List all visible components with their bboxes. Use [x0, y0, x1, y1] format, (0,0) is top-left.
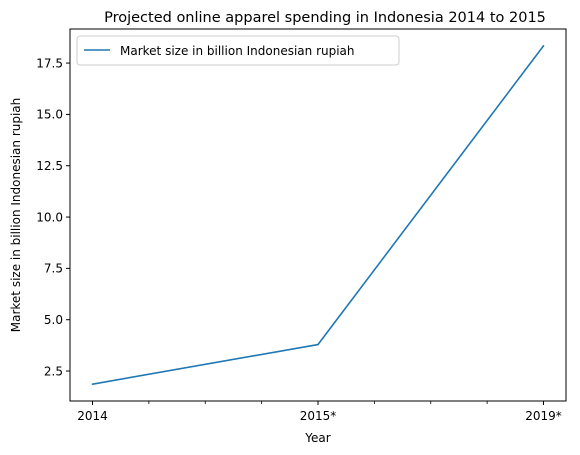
y-tick-label: 10.0	[36, 210, 63, 224]
y-tick-label: 17.5	[36, 56, 63, 70]
x-tick-label: 2019*	[525, 409, 562, 423]
data-point	[542, 45, 545, 47]
legend-box	[76, 35, 400, 66]
legend: Market size in billion Indonesian rupiah	[76, 35, 400, 66]
series-layer	[91, 45, 545, 385]
x-axis-ticks: 2014 2015* 2019*	[77, 401, 562, 423]
plot-area: 2.5 5.0 7.5 10.0 12.5 15.0 17.5 2014 2015* 2019*	[36, 28, 567, 423]
x-tick-label: 2015*	[300, 409, 337, 423]
x-axis-label: Year	[304, 431, 330, 445]
y-tick-label: 12.5	[36, 159, 63, 173]
plot-frame	[69, 28, 567, 402]
chart-title: Projected online apparel spending in Ind…	[104, 10, 546, 26]
y-tick-label: 5.0	[44, 313, 63, 327]
y-tick-label: 7.5	[44, 262, 63, 276]
y-axis-ticks: 2.5 5.0 7.5 10.0 12.5 15.0 17.5	[36, 56, 70, 378]
data-point	[91, 383, 94, 385]
y-tick-label: 15.0	[36, 108, 63, 122]
y-tick-label: 2.5	[44, 364, 63, 378]
x-tick-label: 2014	[77, 409, 108, 423]
data-point	[317, 343, 319, 346]
y-axis-label: Market size in billion Indonesian rupiah	[9, 98, 23, 333]
legend-label: Market size in billion Indonesian rupiah	[120, 44, 355, 58]
